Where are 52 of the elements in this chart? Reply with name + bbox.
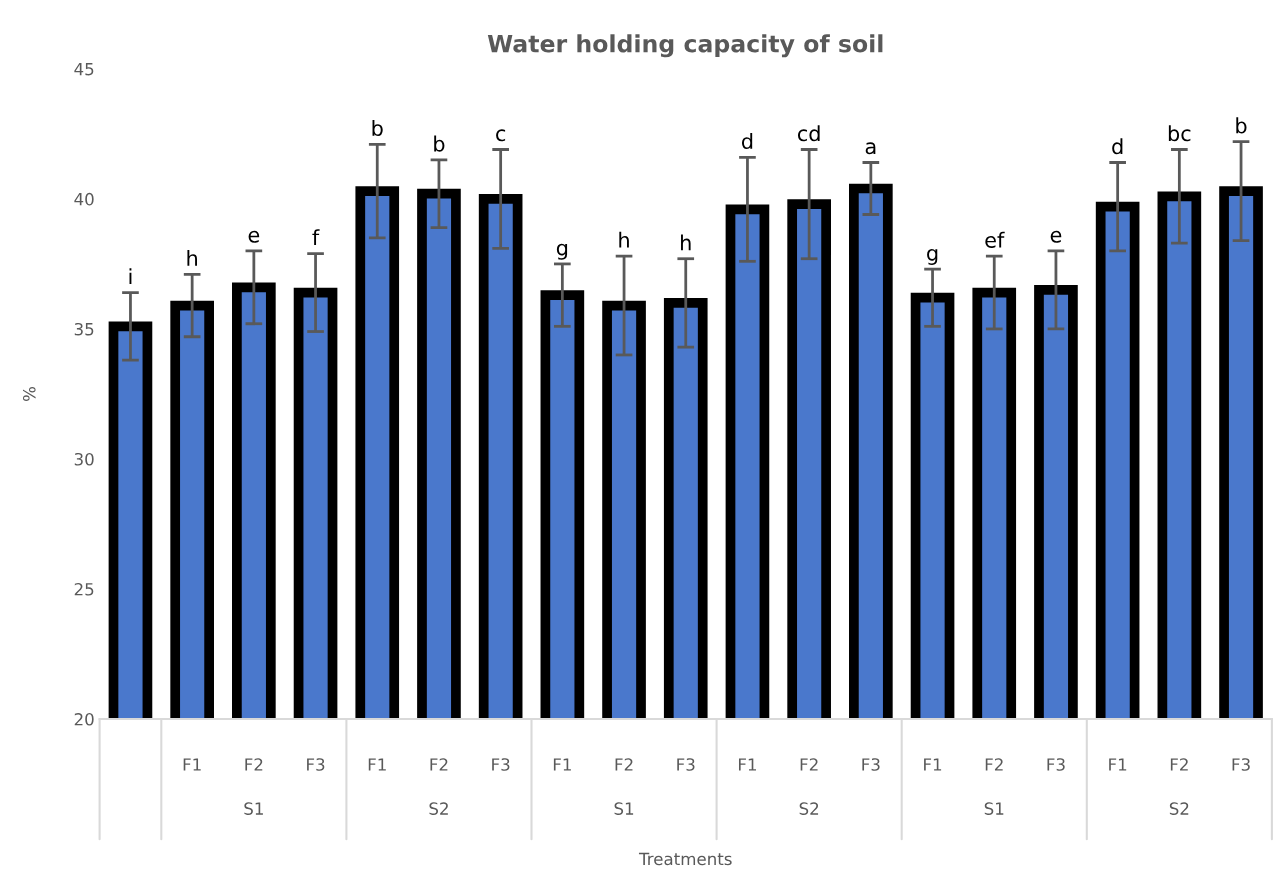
x-tick-label: F3 (677, 758, 695, 771)
x-tick-label: F1 (924, 758, 942, 771)
x-tick-label: F1 (1109, 758, 1127, 771)
data-label: f (312, 229, 320, 246)
y-tick-label: 35 (74, 322, 94, 336)
y-tick-label: 40 (74, 192, 94, 206)
x-tick-label: F1 (553, 758, 571, 771)
data-label: i (129, 268, 132, 285)
data-label: b (372, 119, 383, 137)
text: S2 (429, 802, 448, 815)
x-tick-label: F2 (615, 758, 633, 771)
text: S1 (244, 802, 263, 815)
data-label: b (1236, 117, 1247, 134)
data-label: cd (797, 125, 820, 142)
y-tick-label: 25 (74, 582, 94, 596)
x-tick-label: F3 (1232, 758, 1250, 771)
x-tick-label: F3 (492, 758, 510, 771)
y-tick-label: 45 (74, 63, 94, 76)
data-label: a (865, 142, 876, 155)
x-tick-label: F2 (800, 758, 818, 771)
x-tick-label: F2 (985, 758, 1003, 771)
x-tick-label: F3 (1047, 758, 1065, 771)
data-label: h (681, 234, 691, 251)
data-label: ef (985, 231, 1005, 248)
data-label: g (927, 248, 938, 265)
data-label: h (187, 250, 197, 266)
x-tick-label: F3 (307, 758, 325, 771)
data-label: bc (1168, 125, 1191, 142)
x-tick-label: F3 (862, 758, 880, 771)
x-axis-title: Treatments (638, 852, 732, 866)
text: S2 (1169, 802, 1189, 815)
data-label: g (556, 243, 568, 260)
text: S1 (984, 802, 1004, 815)
data-label: e (248, 230, 260, 243)
data-label: c (496, 129, 506, 142)
data-label: d (1112, 138, 1123, 155)
x-tick-label: F1 (368, 758, 386, 771)
chart-title: Water holding capacity of soil (487, 34, 883, 58)
x-tick-label: F2 (245, 758, 263, 771)
x-tick-label: F1 (738, 758, 756, 771)
x-tick-label: F1 (183, 758, 201, 771)
y-tick-label: 30 (74, 452, 94, 466)
data-label: b (434, 135, 445, 152)
text: S2 (799, 802, 819, 815)
y-axis-title: % (22, 386, 36, 401)
text: S1 (614, 802, 634, 815)
data-label: h (619, 231, 629, 248)
x-tick-label: F2 (1170, 758, 1188, 771)
data-label: e (1050, 230, 1062, 243)
y-tick-label: 20 (74, 713, 94, 726)
data-label: d (741, 132, 753, 150)
x-tick-label: F2 (430, 758, 448, 771)
